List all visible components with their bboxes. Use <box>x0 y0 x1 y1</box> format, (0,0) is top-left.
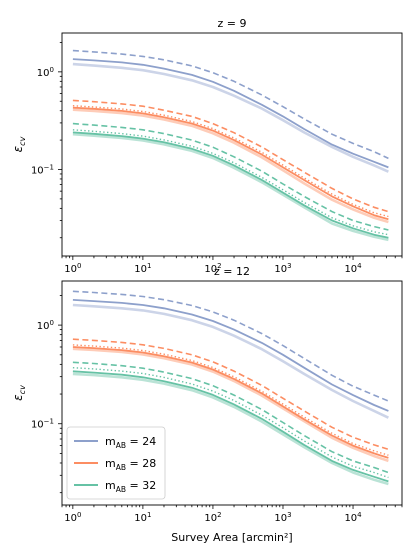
legend-label-main: m <box>105 435 116 448</box>
series-line-solid-4 <box>72 346 389 459</box>
legend-label-sub: AB <box>116 463 126 472</box>
x-tick-base: 10 <box>204 513 217 524</box>
y-tick-label: 10−1 <box>31 163 54 176</box>
y-tick-label: 10−1 <box>31 418 54 431</box>
legend-label-main: m <box>105 457 116 470</box>
x-tick-exp: 4 <box>357 262 362 270</box>
series-line-dashed-5 <box>72 338 389 451</box>
y-tick-base: 10 <box>37 68 50 79</box>
y-tick-base: 10 <box>31 165 44 176</box>
series-line-solid-8 <box>72 370 389 483</box>
y-tick-label: 100 <box>37 66 54 79</box>
x-tick-label: 100 <box>64 511 81 524</box>
y-axis-label-main: ε <box>11 394 25 401</box>
legend-label-3: mAB = 32 <box>105 479 156 494</box>
y-axis-label-sub: cv <box>18 136 27 145</box>
x-tick-base: 10 <box>134 264 147 275</box>
legend-frame <box>66 426 166 500</box>
panel-title: z = 9 <box>218 17 247 30</box>
x-tick-exp: 1 <box>147 262 151 270</box>
series-line-faint-3 <box>72 62 389 173</box>
series-line-faint-11 <box>72 372 389 486</box>
x-tick-label: 102 <box>204 262 221 275</box>
y-tick-base: 10 <box>37 321 50 332</box>
x-tick-exp: 3 <box>287 511 291 519</box>
y-tick-exp: 0 <box>50 319 54 327</box>
x-tick-label: 104 <box>344 262 362 275</box>
legend-label-main: m <box>105 479 116 492</box>
x-tick-base: 10 <box>274 513 287 524</box>
axes-frame <box>61 32 403 257</box>
x-tick-exp: 1 <box>147 511 151 519</box>
x-tick-base: 10 <box>134 513 147 524</box>
y-tick-exp: −1 <box>44 418 54 426</box>
legend-label-2: mAB = 28 <box>105 457 156 472</box>
x-tick-base: 10 <box>64 513 77 524</box>
series-line-dashed-5 <box>72 99 389 213</box>
y-axis-label-sub: cv <box>18 385 27 394</box>
x-tick-label: 102 <box>204 511 221 524</box>
x-tick-exp: 0 <box>77 511 81 519</box>
series-line-solid-8 <box>72 131 389 239</box>
x-tick-label: 103 <box>274 262 291 275</box>
y-axis-label: εcv <box>11 136 27 152</box>
legend-label-value: = 32 <box>126 479 156 492</box>
x-tick-exp: 0 <box>77 262 81 270</box>
legend-label-value: = 28 <box>126 457 156 470</box>
series-line-dotted-10 <box>72 129 389 236</box>
y-tick-base: 10 <box>31 420 44 431</box>
series-line-dashed-2 <box>72 49 389 160</box>
x-tick-exp: 2 <box>217 262 221 270</box>
x-axis-label: Survey Area [arcmin²] <box>171 531 292 544</box>
series-line-dashed-9 <box>72 122 389 231</box>
x-tick-base: 10 <box>204 264 217 275</box>
axes-frame <box>61 280 403 506</box>
series-line-faint-11 <box>72 132 389 242</box>
x-tick-label: 103 <box>274 511 291 524</box>
x-tick-base: 10 <box>344 513 357 524</box>
y-axis-label-main: ε <box>11 145 25 152</box>
legend-label-sub: AB <box>116 485 126 494</box>
y-tick-exp: −1 <box>44 163 54 171</box>
series-group <box>72 49 389 242</box>
x-tick-exp: 4 <box>357 511 362 519</box>
legend-label-value: = 24 <box>126 435 156 448</box>
y-tick-exp: 0 <box>50 66 54 74</box>
legend-label-sub: AB <box>116 441 126 450</box>
x-tick-base: 10 <box>64 264 77 275</box>
x-tick-label: 101 <box>134 511 151 524</box>
series-line-solid-1 <box>72 299 389 412</box>
panel-title: z = 12 <box>214 265 250 278</box>
y-tick-label: 100 <box>37 319 54 332</box>
series-line-dashed-2 <box>72 290 389 402</box>
x-tick-base: 10 <box>274 264 287 275</box>
series-line-solid-4 <box>72 106 389 221</box>
x-tick-label: 101 <box>134 262 151 275</box>
x-tick-base: 10 <box>344 264 357 275</box>
series-group <box>72 290 389 486</box>
series-line-solid-1 <box>72 58 389 169</box>
x-tick-exp: 2 <box>217 511 221 519</box>
y-axis-label: εcv <box>11 385 27 401</box>
legend-label-1: mAB = 24 <box>105 435 156 450</box>
x-tick-label: 100 <box>64 262 81 275</box>
series-line-faint-7 <box>72 347 389 463</box>
x-tick-label: 104 <box>344 511 362 524</box>
x-tick-exp: 3 <box>287 262 291 270</box>
series-line-dashed-9 <box>72 361 389 474</box>
series-line-faint-3 <box>72 303 389 419</box>
series-line-faint-7 <box>72 108 389 224</box>
